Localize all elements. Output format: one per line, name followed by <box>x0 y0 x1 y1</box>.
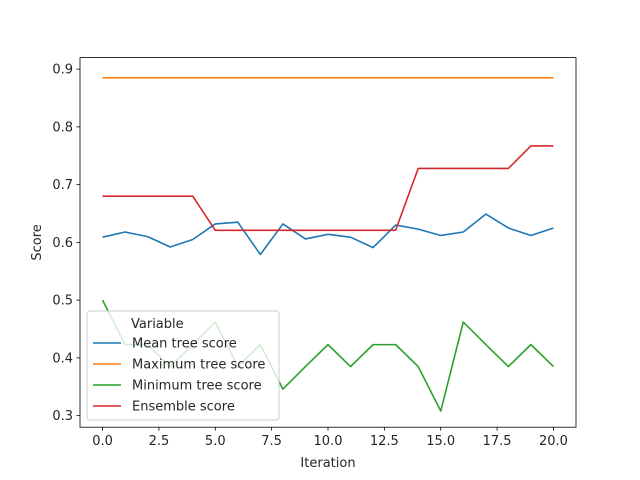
y-tick-label: 0.8 <box>52 120 73 135</box>
x-axis: 0.0 2.5 5.0 7.5 10.0 12.5 15.0 17.5 20.0 <box>92 427 568 449</box>
y-tick-label: 0.5 <box>52 294 73 309</box>
x-tick-label: 10.0 <box>314 434 343 449</box>
x-tick-label: 15.0 <box>426 434 455 449</box>
y-tick-label: 0.3 <box>52 409 73 424</box>
x-tick-label: 5.0 <box>205 434 226 449</box>
legend-label: Minimum tree score <box>132 379 262 394</box>
x-tick-label: 2.5 <box>149 434 170 449</box>
y-tick-label: 0.4 <box>52 351 73 366</box>
y-axis: 0.3 0.4 0.5 0.6 0.7 0.8 0.9 <box>52 63 80 424</box>
legend-title: Variable <box>131 317 184 332</box>
series-line-ensemble-score <box>102 145 554 232</box>
legend-label: Mean tree score <box>132 337 237 352</box>
y-tick-label: 0.9 <box>52 63 73 78</box>
x-tick-label: 7.5 <box>261 434 282 449</box>
y-tick-label: 0.6 <box>52 236 73 251</box>
x-tick-label: 12.5 <box>370 434 399 449</box>
x-axis-title: Iteration <box>300 456 355 471</box>
legend-box <box>86 310 280 421</box>
y-axis-title: Score <box>30 224 45 260</box>
x-tick-label: 0.0 <box>92 434 113 449</box>
series-line-mean-tree-score <box>102 213 554 256</box>
x-tick-label: 20.0 <box>539 434 568 449</box>
legend: Variable Mean tree score Maximum tree scor… <box>86 310 280 421</box>
legend-label: Ensemble score <box>132 400 235 415</box>
x-tick-label: 17.5 <box>483 434 512 449</box>
legend-label: Maximum tree score <box>132 358 265 373</box>
y-tick-label: 0.7 <box>52 178 73 193</box>
